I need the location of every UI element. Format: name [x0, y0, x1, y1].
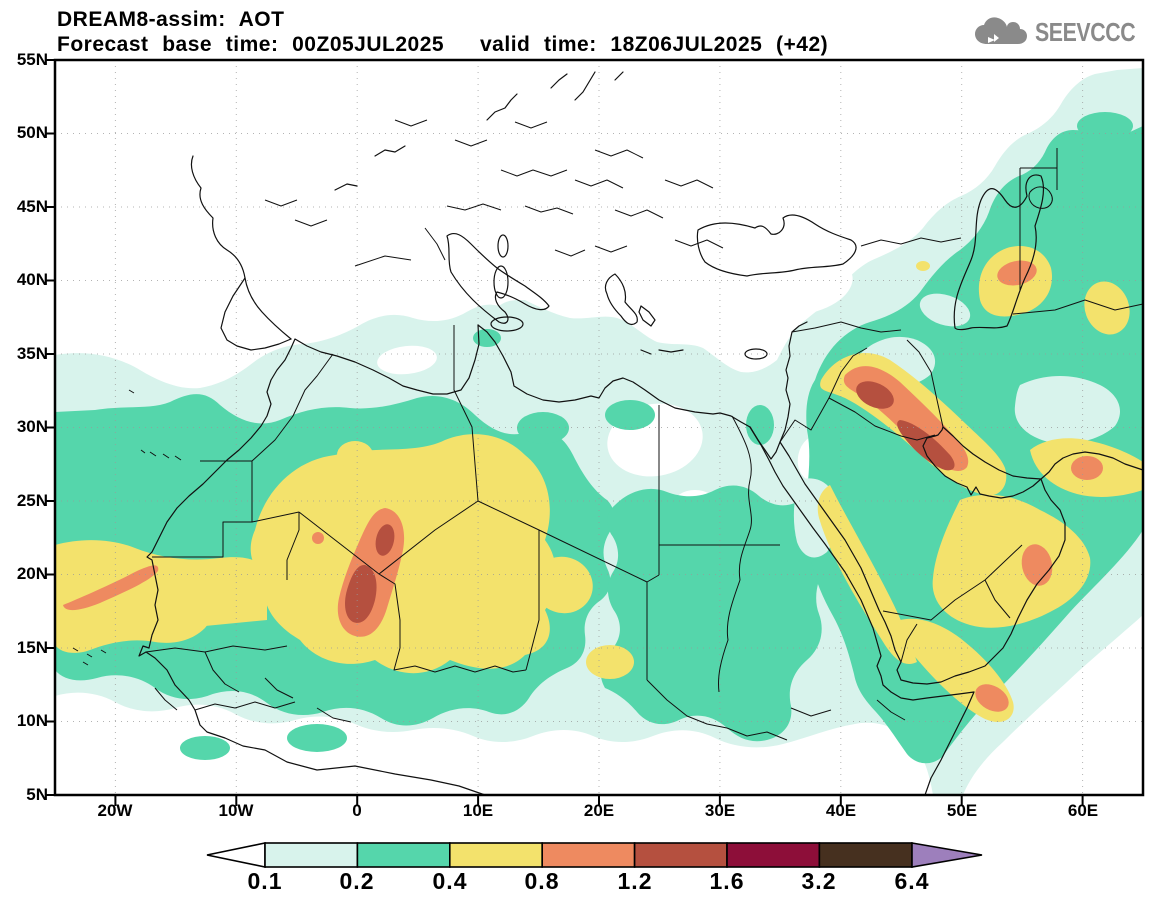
page-title: DREAM8-assim: AOT	[57, 8, 285, 31]
colorbar-label: 0.2	[339, 868, 375, 894]
lat-tick-label: 30N	[16, 417, 48, 436]
lon-tick-label: 10W	[218, 801, 254, 820]
lat-tick-label: 20N	[16, 564, 48, 583]
forecast-base-time: Forecast base time: 00Z05JUL2025	[57, 33, 445, 56]
lat-tick-label: 45N	[16, 197, 48, 216]
map-plot	[46, 58, 1145, 806]
contour-fill-1p2	[345, 381, 955, 623]
lat-tick-label: 35N	[16, 344, 48, 363]
lon-tick-label: 50E	[946, 801, 978, 820]
cloud-arrow-icon	[974, 17, 1027, 44]
logo-text: SEEVCCC	[1034, 16, 1136, 47]
lat-tick-label: 5N	[26, 785, 48, 804]
colorbar-label: 3.2	[801, 868, 837, 894]
colorbar-label: 1.2	[617, 868, 653, 894]
lat-tick-label: 40N	[16, 270, 48, 289]
colorbar	[206, 842, 983, 868]
lat-tick-label: 10N	[16, 711, 48, 730]
graticule	[55, 60, 1143, 795]
lon-tick-label: 10E	[462, 801, 494, 820]
lon-tick-label: 60E	[1067, 801, 1099, 820]
map-frame	[46, 58, 1145, 806]
valid-time: valid time: 18Z06JUL2025 (+42)	[480, 33, 829, 56]
colorbar-label: 0.1	[247, 868, 283, 894]
colorbar-label: 1.6	[709, 868, 745, 894]
seevccc-logo: SEEVCCC	[973, 14, 1157, 50]
lat-tick-label: 25N	[16, 491, 48, 510]
coastlines	[138, 71, 1144, 796]
colorbar-label: 6.4	[894, 868, 930, 894]
lat-tick-label: 15N	[16, 638, 48, 657]
lon-tick-label: 20W	[97, 801, 133, 820]
lat-tick-label: 50N	[16, 123, 48, 142]
colorbar-label: 0.4	[432, 868, 468, 894]
lon-tick-label: 20E	[583, 801, 615, 820]
lon-tick-label: 0	[352, 801, 362, 820]
lat-tick-label: 55N	[16, 50, 48, 69]
lon-tick-label: 30E	[704, 801, 736, 820]
colorbar-label: 0.8	[524, 868, 560, 894]
country-borders	[72, 119, 1144, 741]
lon-tick-label: 40E	[825, 801, 857, 820]
